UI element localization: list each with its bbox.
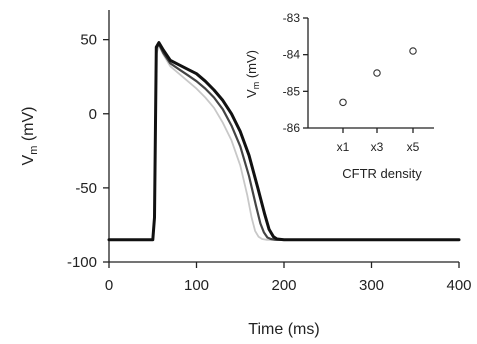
y-tick-label: 50 [80, 32, 97, 49]
x-ticks: 0 100 200 300 400 [105, 262, 472, 294]
inset-y-axis-label-main: V [244, 89, 259, 98]
inset-y-ticks: -86 -85 -84 -83 [283, 11, 308, 135]
inset-y-tick-label: -85 [283, 84, 301, 98]
inset-y-tick-label: -84 [283, 48, 301, 62]
inset-y-axis-label-unit: (mV) [244, 50, 259, 82]
y-axis-label-main: V [20, 154, 37, 165]
main-chart: -100 -50 0 50 0 100 200 300 400 Time (ms) Vm (m… [20, 10, 472, 338]
series-group [107, 41, 461, 242]
inset-y-axis-label: Vm (mV) [244, 50, 261, 98]
y-tick-label: -50 [75, 180, 97, 197]
inset-x-tick-label: x5 [407, 140, 420, 154]
series-line-3 [107, 41, 461, 242]
inset-point [409, 47, 417, 55]
inset-x-ticks: x1 x3 x5 [337, 128, 420, 154]
inset-point [339, 98, 347, 107]
inset-x-tick-label: x1 [337, 140, 350, 154]
y-ticks: -100 -50 0 50 [67, 32, 109, 271]
x-tick-label: 0 [105, 277, 113, 294]
y-axis-label-sub: m [28, 146, 40, 155]
x-tick-label: 200 [271, 277, 296, 294]
inset-point [373, 69, 381, 77]
inset-x-tick-label: x3 [371, 140, 384, 154]
y-tick-label: -100 [67, 254, 97, 271]
x-tick-label: 400 [446, 277, 471, 294]
inset-points [339, 47, 417, 107]
inset-chart: -86 -85 -84 -83 x1 x3 x5 CFTR density Vm (mV) [244, 11, 434, 181]
y-axis-label: Vm (mV) [20, 107, 40, 166]
inset-y-tick-label: -83 [283, 11, 301, 25]
inset-y-axis-label-sub: m [251, 82, 261, 90]
inset-y-tick-label: -86 [283, 121, 301, 135]
inset-x-axis-label: CFTR density [342, 166, 422, 181]
x-axis-label: Time (ms) [248, 321, 319, 338]
y-axis-label-unit: (mV) [20, 107, 37, 146]
x-tick-label: 300 [359, 277, 384, 294]
y-tick-label: 0 [89, 106, 97, 123]
x-tick-label: 100 [184, 277, 209, 294]
